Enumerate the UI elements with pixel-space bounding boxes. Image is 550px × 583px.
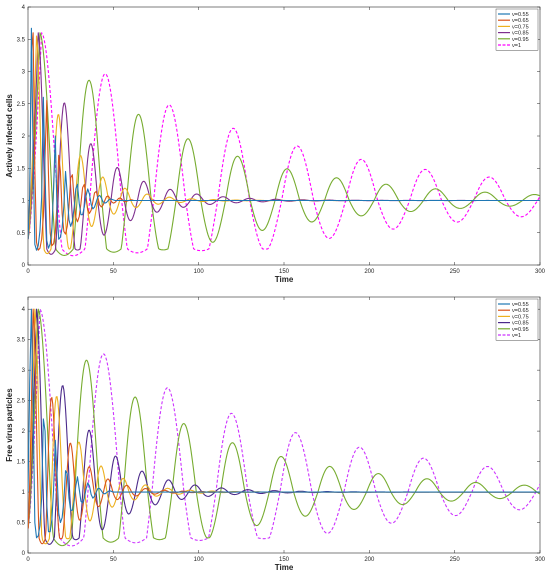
- x-tick-label: 300: [535, 269, 546, 275]
- y-tick-label: 0.5: [17, 231, 26, 237]
- legend-label: ν=1: [512, 333, 521, 339]
- y-axis-label: Actively infected cells: [5, 94, 14, 178]
- y-tick-label: 4: [22, 307, 26, 313]
- legend-box: [495, 8, 539, 51]
- legend-label: ν=0.85: [512, 321, 529, 327]
- x-tick-label: 200: [364, 269, 375, 275]
- y-axis-label: Free virus particles: [5, 388, 14, 462]
- y-tick-label: 1: [22, 199, 26, 205]
- series-line-ν=1: [28, 32, 540, 257]
- x-tick-label: 150: [279, 557, 290, 563]
- x-tick-label: 200: [364, 557, 375, 563]
- y-tick-label: 1.5: [17, 166, 26, 172]
- series-line-ν=0.95: [28, 308, 540, 547]
- y-tick-label: 2.5: [17, 102, 26, 108]
- series-group: [28, 27, 540, 257]
- series-line-ν=0.95: [28, 32, 540, 256]
- series-line-ν=0.55: [28, 27, 540, 251]
- y-tick-label: 1: [22, 490, 26, 496]
- x-tick-label: 50: [110, 557, 117, 563]
- x-tick-label: 300: [535, 557, 546, 563]
- y-tick-label: 3: [22, 70, 26, 76]
- legend: ν=0.55ν=0.65ν=0.75ν=0.85ν=0.95ν=1: [495, 298, 539, 341]
- series-line-ν=0.55: [28, 308, 540, 539]
- y-tick-label: 0.5: [17, 521, 26, 527]
- legend-label: ν=0.85: [512, 31, 529, 37]
- x-tick-label: 50: [110, 269, 117, 275]
- y-tick-label: 2.5: [17, 399, 26, 405]
- legend-label: ν=0.65: [512, 308, 529, 314]
- x-tick-label: 100: [194, 269, 205, 275]
- legend: ν=0.55ν=0.65ν=0.75ν=0.85ν=0.95ν=1: [495, 8, 539, 51]
- y-tick-label: 3.5: [17, 37, 26, 43]
- legend-label: ν=0.75: [512, 24, 529, 30]
- legend-label: ν=0.75: [512, 314, 529, 320]
- legend-label: ν=0.65: [512, 18, 529, 24]
- legend-box: [495, 298, 539, 341]
- x-tick-label: 250: [450, 557, 461, 563]
- y-tick-label: 3.5: [17, 338, 26, 344]
- x-tick-label: 250: [450, 269, 461, 275]
- y-tick-label: 2: [22, 134, 26, 140]
- panel-bottom: 0 50 100 150 200 250 300 0 0.5 1 1.5 2 2.5 3 3.5 4 Time F…: [5, 296, 546, 572]
- y-tick-label: 4: [22, 5, 26, 11]
- y-tick-label: 0: [22, 551, 26, 557]
- x-tick-label: 0: [26, 269, 30, 275]
- legend-label: ν=0.55: [512, 302, 529, 308]
- y-tick-label: 1.5: [17, 460, 26, 466]
- x-tick-label: 100: [194, 557, 205, 563]
- x-tick-label: 0: [26, 557, 30, 563]
- plot-area: [27, 296, 541, 554]
- x-tick-label: 150: [279, 269, 290, 275]
- legend-label: ν=0.95: [512, 327, 529, 333]
- y-tick-label: 0: [22, 263, 26, 269]
- x-axis-label: Time: [275, 275, 294, 284]
- series-group: [28, 308, 540, 547]
- y-tick-label: 2: [22, 429, 26, 435]
- y-tick-label: 3: [22, 368, 26, 374]
- legend-label: ν=0.95: [512, 37, 529, 43]
- legend-label: ν=0.55: [512, 12, 529, 18]
- legend-label: ν=1: [512, 43, 521, 49]
- plot-area: [27, 6, 541, 266]
- panel-top: 0 50 100 150 200 250 300 0 0.5 1 1.5 2 2.5 3 3.5 4 Time A…: [5, 5, 546, 284]
- x-axis-label: Time: [275, 563, 294, 572]
